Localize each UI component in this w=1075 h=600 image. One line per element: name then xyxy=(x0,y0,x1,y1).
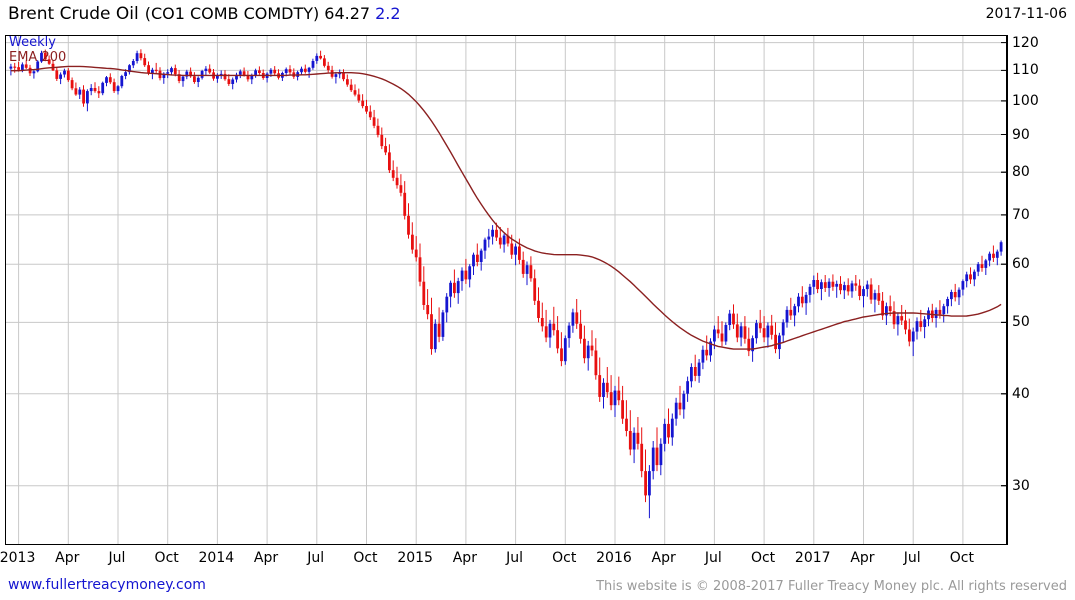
x-axis-tick: Apr xyxy=(253,550,279,566)
y-axis-tick: 100 xyxy=(1012,92,1039,109)
y-axis-labels: 30 40 50 60 70 80 90 100 110 120 xyxy=(1012,35,1072,547)
x-axis-tick: Jul xyxy=(704,550,722,566)
y-axis-tick: 90 xyxy=(1012,126,1030,143)
x-axis-tick: Apr xyxy=(55,550,80,566)
copyright-notice: This website is © 2008-2017 Fuller Treac… xyxy=(596,579,1067,594)
x-axis-tick: Oct xyxy=(949,550,974,566)
y-axis-tick: 70 xyxy=(1012,206,1030,223)
y-axis-tick: 30 xyxy=(1012,477,1030,494)
y-axis-tick: 110 xyxy=(1012,62,1039,79)
chart-plot-area[interactable] xyxy=(5,35,1008,545)
website-link[interactable]: www.fullertreacymoney.com xyxy=(8,577,206,593)
y-axis-tick: 60 xyxy=(1012,256,1030,273)
x-axis-tick: Oct xyxy=(154,550,179,566)
chart-footer: www.fullertreacymoney.com This website i… xyxy=(0,577,1075,600)
x-axis-tick: 2013 xyxy=(0,550,36,566)
x-axis-tick: Jul xyxy=(903,550,921,566)
legend-item-interval: Weekly xyxy=(9,35,56,50)
x-axis-labels: 2013 Apr Jul Oct 2014 Apr Jul Oct 2015 Apr Jul Oct 2… xyxy=(0,551,1075,573)
chart-series-layer xyxy=(9,49,1003,519)
legend-item-ema200: EMA 200 xyxy=(9,49,67,65)
x-axis-tick: Jul xyxy=(108,550,126,566)
x-axis-tick: 2015 xyxy=(397,550,433,566)
y-axis-tick: 50 xyxy=(1012,314,1030,331)
x-axis-tick: 2014 xyxy=(198,550,235,566)
y-axis-tick: 40 xyxy=(1012,385,1030,402)
x-axis-tick: Apr xyxy=(651,550,676,566)
chart-gridlines xyxy=(6,36,1006,544)
x-axis-tick: 2016 xyxy=(596,550,632,566)
x-axis-tick: Oct xyxy=(552,550,577,566)
x-axis-tick: Oct xyxy=(353,550,378,566)
price-change: 2.2 xyxy=(375,4,401,23)
x-axis-tick: Oct xyxy=(750,550,776,566)
instrument-ticker: (CO1 COMB COMDTY) xyxy=(144,4,320,23)
chart-legend: Weekly EMA 200 xyxy=(9,35,67,65)
y-axis-tick: 120 xyxy=(1012,34,1039,51)
last-price: 64.27 xyxy=(324,4,371,23)
x-axis-tick: 2017 xyxy=(794,550,831,566)
x-axis-tick: Apr xyxy=(850,550,875,566)
y-axis-tick: 80 xyxy=(1012,164,1030,181)
instrument-name: Brent Crude Oil xyxy=(8,4,139,24)
chart-header: Brent Crude Oil (CO1 COMB COMDTY) 64.27 2.2… xyxy=(0,0,1075,32)
page-title: Brent Crude Oil (CO1 COMB COMDTY) 64.27 2.2 xyxy=(8,4,401,24)
as-of-date: 2017-11-06 xyxy=(985,6,1067,22)
x-axis-tick: Apr xyxy=(452,550,477,566)
x-axis-tick: Jul xyxy=(307,550,325,566)
x-axis-tick: Jul xyxy=(506,550,523,566)
